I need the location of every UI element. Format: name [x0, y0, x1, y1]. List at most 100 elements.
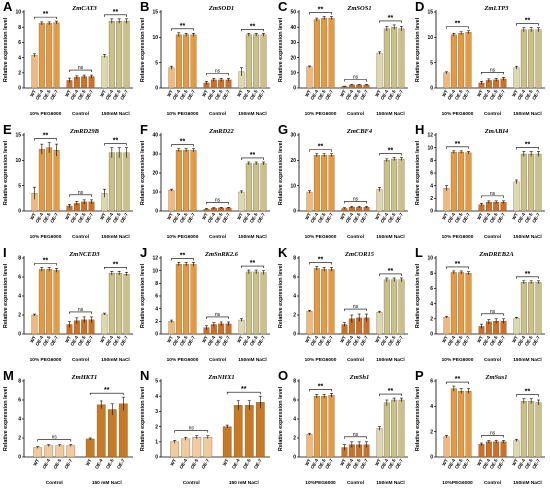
- x-category-label: OE-5: [524, 212, 534, 224]
- significance-label: **: [525, 389, 531, 396]
- bar: [398, 28, 405, 89]
- y-tick-label: 4: [293, 294, 296, 300]
- significance-bracket: [516, 147, 539, 150]
- y-tick-label: 2: [430, 429, 433, 435]
- x-category-label: WT: [99, 89, 107, 98]
- y-tick-label: 1: [155, 440, 158, 446]
- group-label: 10% PEG6000: [30, 357, 62, 363]
- x-category-label: OE-7: [221, 89, 231, 101]
- x-category-label: OE-4: [179, 458, 189, 470]
- significance-label: ns: [353, 432, 359, 438]
- bar: [535, 29, 542, 89]
- group-label: 150mM NaCl: [513, 111, 542, 117]
- x-category-label: OE-4: [517, 89, 527, 101]
- x-category-label: OE-5: [179, 335, 189, 347]
- significance-bracket: [309, 262, 332, 265]
- bar: [253, 34, 260, 89]
- x-category-label: OE-5: [387, 335, 397, 347]
- x-category-label: OE-5: [524, 89, 534, 101]
- group-label: 10% PEG6000: [305, 111, 337, 117]
- y-tick-label: 0: [430, 332, 433, 338]
- x-category-label: WT: [511, 212, 519, 221]
- group-label: Control: [72, 357, 89, 363]
- y-tick-label: 2: [18, 436, 21, 442]
- x-category-label: OE-7: [324, 212, 334, 224]
- significance-bracket: [37, 439, 72, 442]
- bar: [108, 20, 115, 89]
- panel-m: M ZmHKT1 Relative expression level 0 2 4 6 8 WT O…: [0, 368, 137, 492]
- y-tick-label: 8: [430, 271, 433, 277]
- bar: [123, 152, 130, 212]
- bar: [383, 28, 390, 89]
- bar: [465, 32, 472, 89]
- significance-bracket: [34, 263, 57, 266]
- significance-bracket: [171, 258, 194, 261]
- significance-label: **: [180, 23, 186, 30]
- x-category-label: WT: [511, 335, 519, 344]
- bar: [520, 282, 527, 335]
- bar: [306, 311, 313, 335]
- group-label: Control: [209, 234, 226, 240]
- group-label: Control: [46, 480, 63, 486]
- bar: [383, 402, 390, 458]
- x-category-label: OE-7: [256, 212, 266, 224]
- x-category-label: WT: [99, 335, 107, 344]
- chart-e: E ZmRD29B Relative expression level 0 5 10 15 W…: [3, 122, 133, 240]
- x-category-label: OE-7: [359, 335, 369, 347]
- x-category-label: WT: [374, 335, 382, 344]
- y-tick-label: 8: [18, 379, 21, 385]
- chart-l: L ZmDREB2A Relative expression level 0 2 4 6 8 1…: [415, 245, 545, 363]
- bar: [528, 401, 535, 458]
- x-category-label: WT: [304, 212, 312, 221]
- group-label: 150mM NaCl: [238, 357, 267, 363]
- group-label: Control: [347, 357, 364, 363]
- x-category-label: OE-7: [201, 458, 211, 470]
- significance-label: **: [525, 271, 531, 278]
- y-axis-label: Relative expression level: [3, 17, 9, 82]
- gene-title: ZmCOR15: [344, 251, 375, 258]
- significance-label: ns: [490, 191, 496, 197]
- x-category-label: OE-7: [186, 335, 196, 347]
- y-tick-label: 15: [15, 133, 21, 139]
- x-category-label: OE-4: [35, 335, 45, 347]
- panel-letter: E: [3, 122, 12, 137]
- bar: [260, 163, 267, 212]
- x-category-label: OE-5: [387, 458, 397, 470]
- bar: [391, 399, 398, 458]
- x-category-label: OE-4: [447, 89, 457, 101]
- significance-label: **: [250, 152, 256, 159]
- x-category-label: OE-4: [172, 89, 182, 101]
- significance-bracket: [69, 69, 92, 73]
- group-label: 10% PEG6000: [305, 234, 337, 240]
- x-category-label: OE-7: [84, 89, 94, 101]
- x-category-label: OE-4: [482, 212, 492, 224]
- x-category-label: OE-5: [352, 458, 362, 470]
- significance-bracket: [481, 195, 504, 198]
- y-tick-label: 2: [155, 319, 158, 325]
- bar: [85, 438, 95, 458]
- x-category-label: OE-5: [524, 458, 534, 470]
- x-category-label: OE-7: [394, 89, 404, 101]
- significance-bracket: [344, 308, 367, 312]
- y-tick-label: 0: [430, 209, 433, 215]
- panel-e: E ZmRD29B Relative expression level 0 5 10 15 W…: [0, 122, 137, 246]
- x-category-label: OE-7: [359, 458, 369, 470]
- significance-bracket: [446, 26, 469, 29]
- panel-letter: K: [278, 245, 288, 260]
- bar: [485, 201, 492, 212]
- group-label: 150mM NaCl: [513, 480, 542, 486]
- y-tick-label: 4: [18, 55, 21, 61]
- x-category-label: WT: [201, 89, 209, 98]
- y-tick-label: 10: [15, 10, 21, 16]
- bar: [66, 445, 76, 458]
- x-category-label: OE-7: [119, 335, 129, 347]
- y-axis-label: Relative expression level: [278, 263, 284, 328]
- y-tick-label: 4: [430, 301, 433, 307]
- significance-label: ns: [215, 312, 221, 318]
- y-tick-label: 40: [290, 25, 296, 31]
- bar: [450, 34, 457, 89]
- x-category-label: WT: [64, 335, 72, 344]
- group-label: 150mM NaCl: [238, 234, 267, 240]
- x-category-label: WT: [476, 89, 484, 98]
- x-category-label: OE-7: [461, 458, 471, 470]
